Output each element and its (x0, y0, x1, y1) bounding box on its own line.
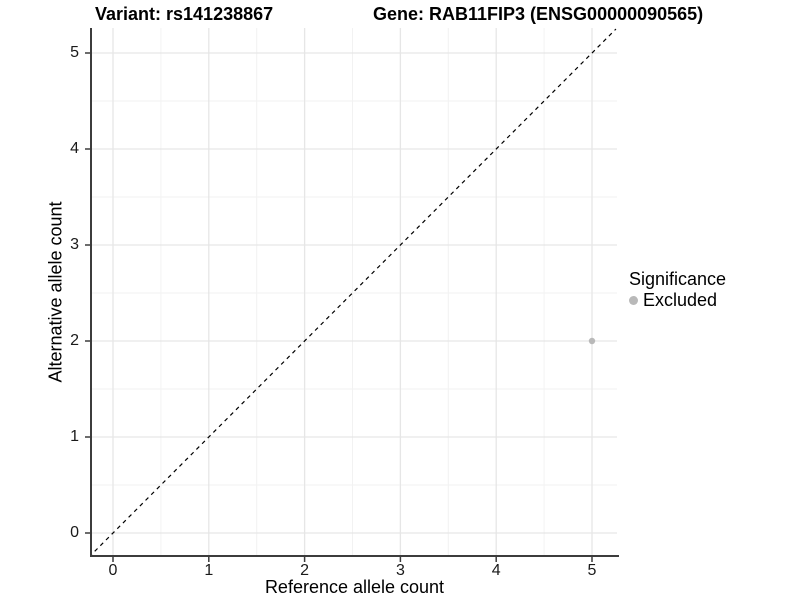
legend: Significance Excluded (629, 269, 726, 311)
y-tick-label: 1 (70, 428, 79, 445)
y-tick-label: 2 (70, 332, 79, 349)
y-tick-label: 3 (70, 236, 79, 253)
x-tick-label: 3 (395, 562, 405, 579)
legend-item: Excluded (629, 290, 726, 311)
gene-title: Gene: RAB11FIP3 (ENSG00000090565) (373, 4, 704, 24)
legend-title: Significance (629, 269, 727, 289)
legend-item-label: Excluded (643, 290, 718, 310)
variant-title: Variant: rs141238867 (95, 4, 274, 24)
legend-items: Excluded (629, 290, 726, 311)
legend-point-marker-icon (629, 296, 638, 305)
y-axis-title: Alternative allele count (45, 201, 66, 383)
x-tick-label: 5 (587, 562, 597, 579)
data-point (588, 337, 596, 345)
x-tick-label: 4 (491, 562, 501, 579)
y-tick-label: 4 (70, 140, 79, 157)
y-tick-label: 5 (70, 44, 79, 61)
x-tick-label: 1 (204, 562, 214, 579)
x-tick-label: 2 (300, 562, 310, 579)
x-axis-title: Reference allele count (264, 577, 445, 597)
y-tick-label: 0 (70, 524, 79, 541)
x-tick-label: 0 (108, 562, 118, 579)
